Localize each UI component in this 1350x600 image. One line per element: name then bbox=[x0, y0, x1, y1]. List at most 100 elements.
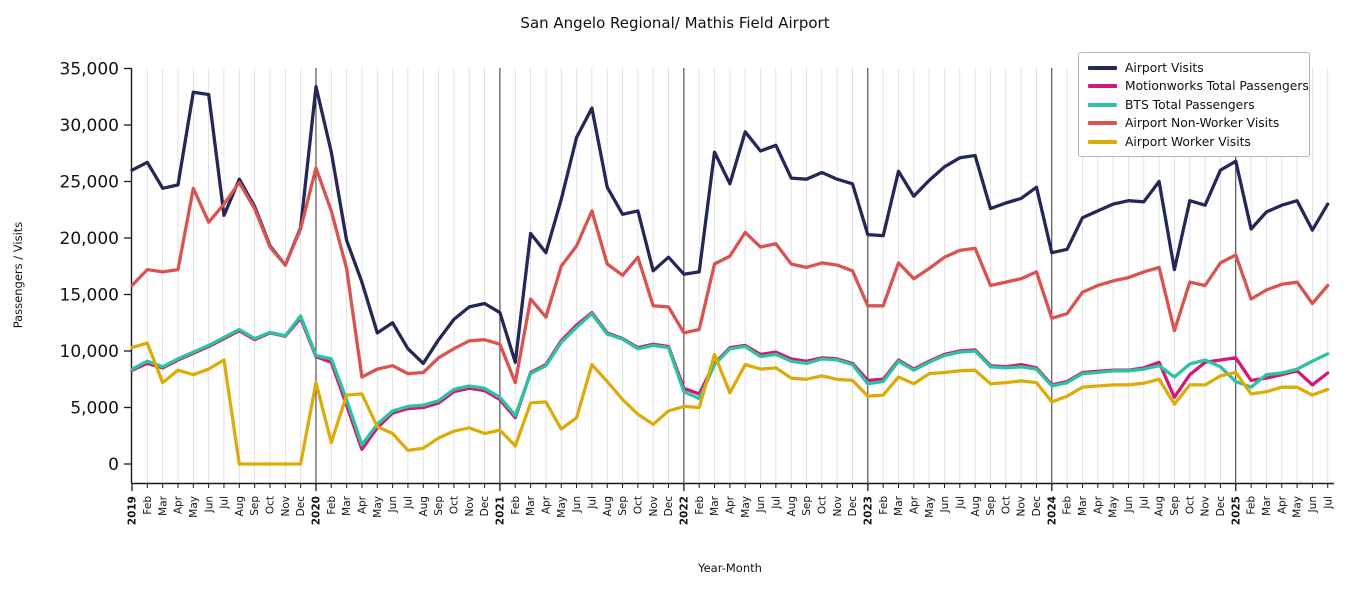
y-axis-title: Passengers / Visits bbox=[11, 221, 25, 329]
x-tick-label: Oct bbox=[816, 496, 828, 514]
legend-item: Airport Non-Worker Visits bbox=[1088, 116, 1300, 132]
x-tick-label: 2020 bbox=[311, 496, 323, 525]
series-line-airport-worker-visits bbox=[130, 341, 1330, 466]
x-tick-label: Apr bbox=[541, 495, 553, 514]
y-tick-label: 20,000 bbox=[60, 229, 119, 249]
y-tick-label: 15,000 bbox=[60, 286, 119, 306]
x-tick-label: Apr bbox=[173, 495, 185, 514]
x-tick-label: Jun bbox=[203, 496, 215, 513]
x-tick-label: Nov bbox=[1016, 496, 1028, 517]
x-tick-label: Jul bbox=[219, 496, 231, 510]
legend-item: BTS Total Passengers bbox=[1088, 97, 1300, 113]
x-tick-label: Sep bbox=[617, 496, 629, 516]
x-tick-label: Aug bbox=[234, 496, 246, 517]
y-tick-label: 0 bbox=[108, 455, 119, 475]
x-tick-label: 2021 bbox=[495, 496, 507, 525]
x-tick-label: 2025 bbox=[1230, 496, 1242, 525]
x-tick-label: Aug bbox=[786, 496, 798, 517]
x-tick-label: Sep bbox=[433, 496, 445, 516]
x-tick-label: Nov bbox=[1200, 496, 1212, 517]
legend-item: Airport Visits bbox=[1088, 60, 1300, 76]
x-tick-label: Apr bbox=[724, 495, 736, 514]
y-tick-label: 30,000 bbox=[60, 116, 119, 136]
x-tick-label: May bbox=[1108, 496, 1120, 518]
x-tick-label: Dec bbox=[479, 496, 491, 517]
x-tick-label: Nov bbox=[832, 496, 844, 517]
x-tick-label: Dec bbox=[1031, 496, 1043, 517]
x-tick-label: Oct bbox=[632, 496, 644, 514]
x-tick-label: Mar bbox=[1077, 495, 1089, 515]
x-tick-label: Sep bbox=[801, 496, 813, 516]
x-tick-label: Oct bbox=[1000, 496, 1012, 514]
legend: Airport Visits Motionworks Total Passeng… bbox=[1078, 52, 1310, 157]
x-tick-label: Sep bbox=[249, 496, 261, 516]
legend-swatch-airport-non-worker-visits bbox=[1088, 121, 1117, 126]
x-tick-label: Dec bbox=[1215, 496, 1227, 517]
x-tick-label: Apr bbox=[357, 495, 369, 514]
x-tick-label: Feb bbox=[510, 496, 522, 515]
x-tick-label: Jun bbox=[571, 496, 583, 513]
x-tick-label: Jul bbox=[954, 496, 966, 510]
x-tick-label: Apr bbox=[1092, 495, 1104, 514]
x-tick-label: 2019 bbox=[127, 496, 139, 525]
x-tick-label: Feb bbox=[1246, 496, 1258, 515]
x-tick-label: Mar bbox=[157, 495, 169, 515]
y-tick-label: 25,000 bbox=[60, 173, 119, 193]
x-tick-label: Dec bbox=[847, 496, 859, 517]
x-tick-label: Jul bbox=[1322, 496, 1334, 510]
x-tick-label: Nov bbox=[464, 496, 476, 517]
x-tick-label: Aug bbox=[1154, 496, 1166, 517]
legend-label: Motionworks Total Passengers bbox=[1125, 79, 1309, 94]
x-tick-label: Aug bbox=[970, 496, 982, 517]
x-tick-label: May bbox=[556, 496, 568, 518]
x-tick-label: Oct bbox=[449, 496, 461, 514]
x-tick-label: Mar bbox=[709, 495, 721, 515]
series-line-airport-non-worker-visits bbox=[130, 166, 1330, 385]
x-tick-label: Nov bbox=[648, 496, 660, 517]
x-axis-title: Year-Month bbox=[698, 561, 762, 575]
legend-swatch-bts-total-passengers bbox=[1088, 102, 1117, 107]
x-tick-label: 2022 bbox=[678, 496, 690, 525]
x-tick-label: Feb bbox=[694, 496, 706, 515]
legend-swatch-airport-visits bbox=[1088, 65, 1117, 70]
legend-label: BTS Total Passengers bbox=[1125, 97, 1255, 112]
x-tick-label: Feb bbox=[878, 496, 890, 515]
legend-swatch-motionworks-total-passengers bbox=[1088, 84, 1117, 89]
x-tick-label: Oct bbox=[1184, 496, 1196, 514]
x-tick-label: Jul bbox=[1138, 496, 1150, 510]
x-tick-label: Aug bbox=[602, 496, 614, 517]
x-tick-label: Jun bbox=[939, 496, 951, 513]
y-tick-label: 35,000 bbox=[60, 60, 119, 80]
x-tick-label: Feb bbox=[1062, 496, 1074, 515]
x-tick-label: Mar bbox=[525, 495, 537, 515]
x-tick-label: Dec bbox=[663, 496, 675, 517]
x-tick-label: May bbox=[372, 496, 384, 518]
y-tick-label: 10,000 bbox=[60, 342, 119, 362]
legend-label: Airport Visits bbox=[1125, 60, 1204, 75]
x-tick-label: Nov bbox=[280, 496, 292, 517]
legend-item: Airport Worker Visits bbox=[1088, 134, 1300, 150]
x-tick-label: Mar bbox=[893, 495, 905, 515]
x-tick-label: 2024 bbox=[1046, 496, 1058, 525]
x-tick-label: Jun bbox=[755, 496, 767, 513]
x-tick-label: May bbox=[740, 496, 752, 518]
x-tick-label: Feb bbox=[142, 496, 154, 515]
chart-title: San Angelo Regional/ Mathis Field Airpor… bbox=[520, 14, 830, 32]
legend-label: Airport Worker Visits bbox=[1125, 134, 1251, 149]
x-tick-label: May bbox=[1292, 496, 1304, 518]
legend-item: Motionworks Total Passengers bbox=[1088, 79, 1309, 95]
x-tick-label: Apr bbox=[1276, 495, 1288, 514]
x-tick-label: May bbox=[188, 496, 200, 518]
x-tick-label: 2023 bbox=[862, 496, 874, 525]
series-line-bts-total-passengers bbox=[130, 312, 1330, 447]
legend-label: Airport Non-Worker Visits bbox=[1125, 116, 1280, 131]
x-tick-label: Aug bbox=[418, 496, 430, 517]
x-tick-label: Mar bbox=[1261, 495, 1273, 515]
x-tick-label: May bbox=[924, 496, 936, 518]
x-tick-label: Jul bbox=[403, 496, 415, 510]
x-tick-label: Mar bbox=[341, 495, 353, 515]
x-tick-label: Sep bbox=[985, 496, 997, 516]
x-tick-label: Oct bbox=[265, 496, 277, 514]
